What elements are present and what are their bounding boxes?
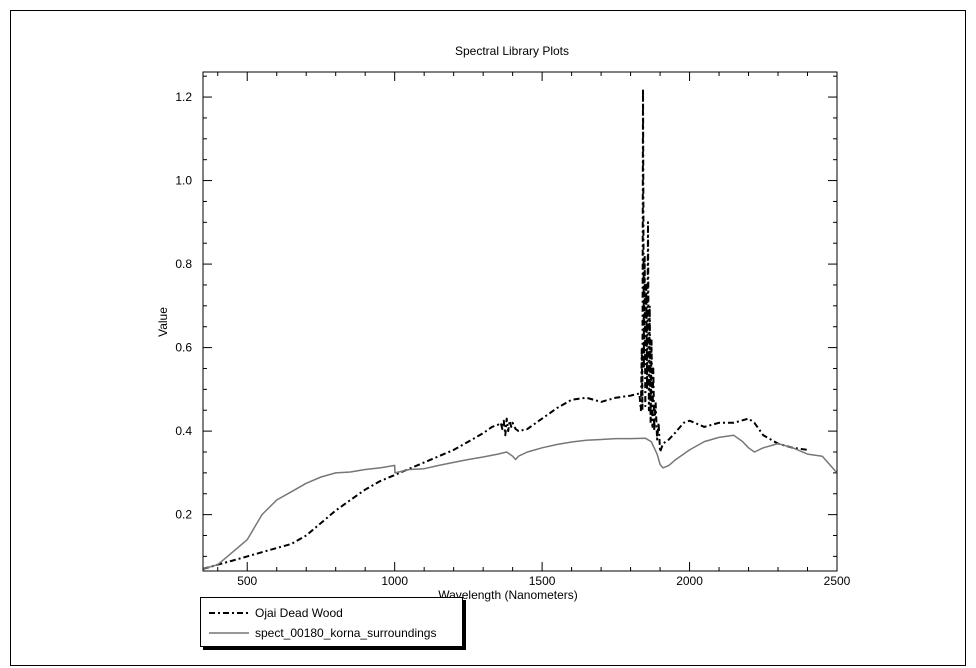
legend-label: Ojai Dead Wood — [255, 606, 343, 620]
x-tick-label: 1000 — [381, 574, 408, 588]
axis-ticks — [203, 72, 838, 571]
y-axis-title: Value — [156, 307, 170, 337]
chart-legend: Ojai Dead Wood spect_00180_korna_surroun… — [200, 597, 463, 647]
y-tick-label: 0.8 — [175, 257, 192, 271]
x-axis-title: Wavelength (Nanometers) — [438, 588, 578, 602]
chart-title: Spectral Library Plots — [455, 44, 569, 58]
series-layer — [203, 87, 837, 570]
x-tick-label: 2500 — [824, 574, 851, 588]
legend-item-korna-surroundings: spect_00180_korna_surroundings — [209, 625, 436, 641]
series-line-korna-surroundings — [203, 434, 837, 570]
x-tick-label: 500 — [237, 574, 257, 588]
y-tick-label: 0.2 — [175, 508, 192, 522]
y-tick-label: 0.4 — [175, 424, 192, 438]
y-tick-label: 1.2 — [175, 90, 192, 104]
x-tick-label: 1500 — [529, 574, 556, 588]
legend-swatch-dashdot — [209, 612, 249, 614]
series-line-ojai-dead-wood — [203, 87, 808, 570]
plot-area-border — [202, 71, 838, 572]
legend-label: spect_00180_korna_surroundings — [255, 626, 437, 640]
x-tick-label: 2000 — [676, 574, 703, 588]
y-tick-label: 0.6 — [175, 341, 192, 355]
legend-item-ojai-dead-wood: Ojai Dead Wood — [209, 605, 343, 621]
plot-window — [10, 10, 966, 666]
y-tick-label: 1.0 — [175, 174, 192, 188]
legend-swatch-solid — [209, 632, 249, 634]
tick-labels: 500 1000 1500 2000 2500 0.2 0.4 0.6 0.8 1.0 1.2 — [175, 90, 850, 588]
